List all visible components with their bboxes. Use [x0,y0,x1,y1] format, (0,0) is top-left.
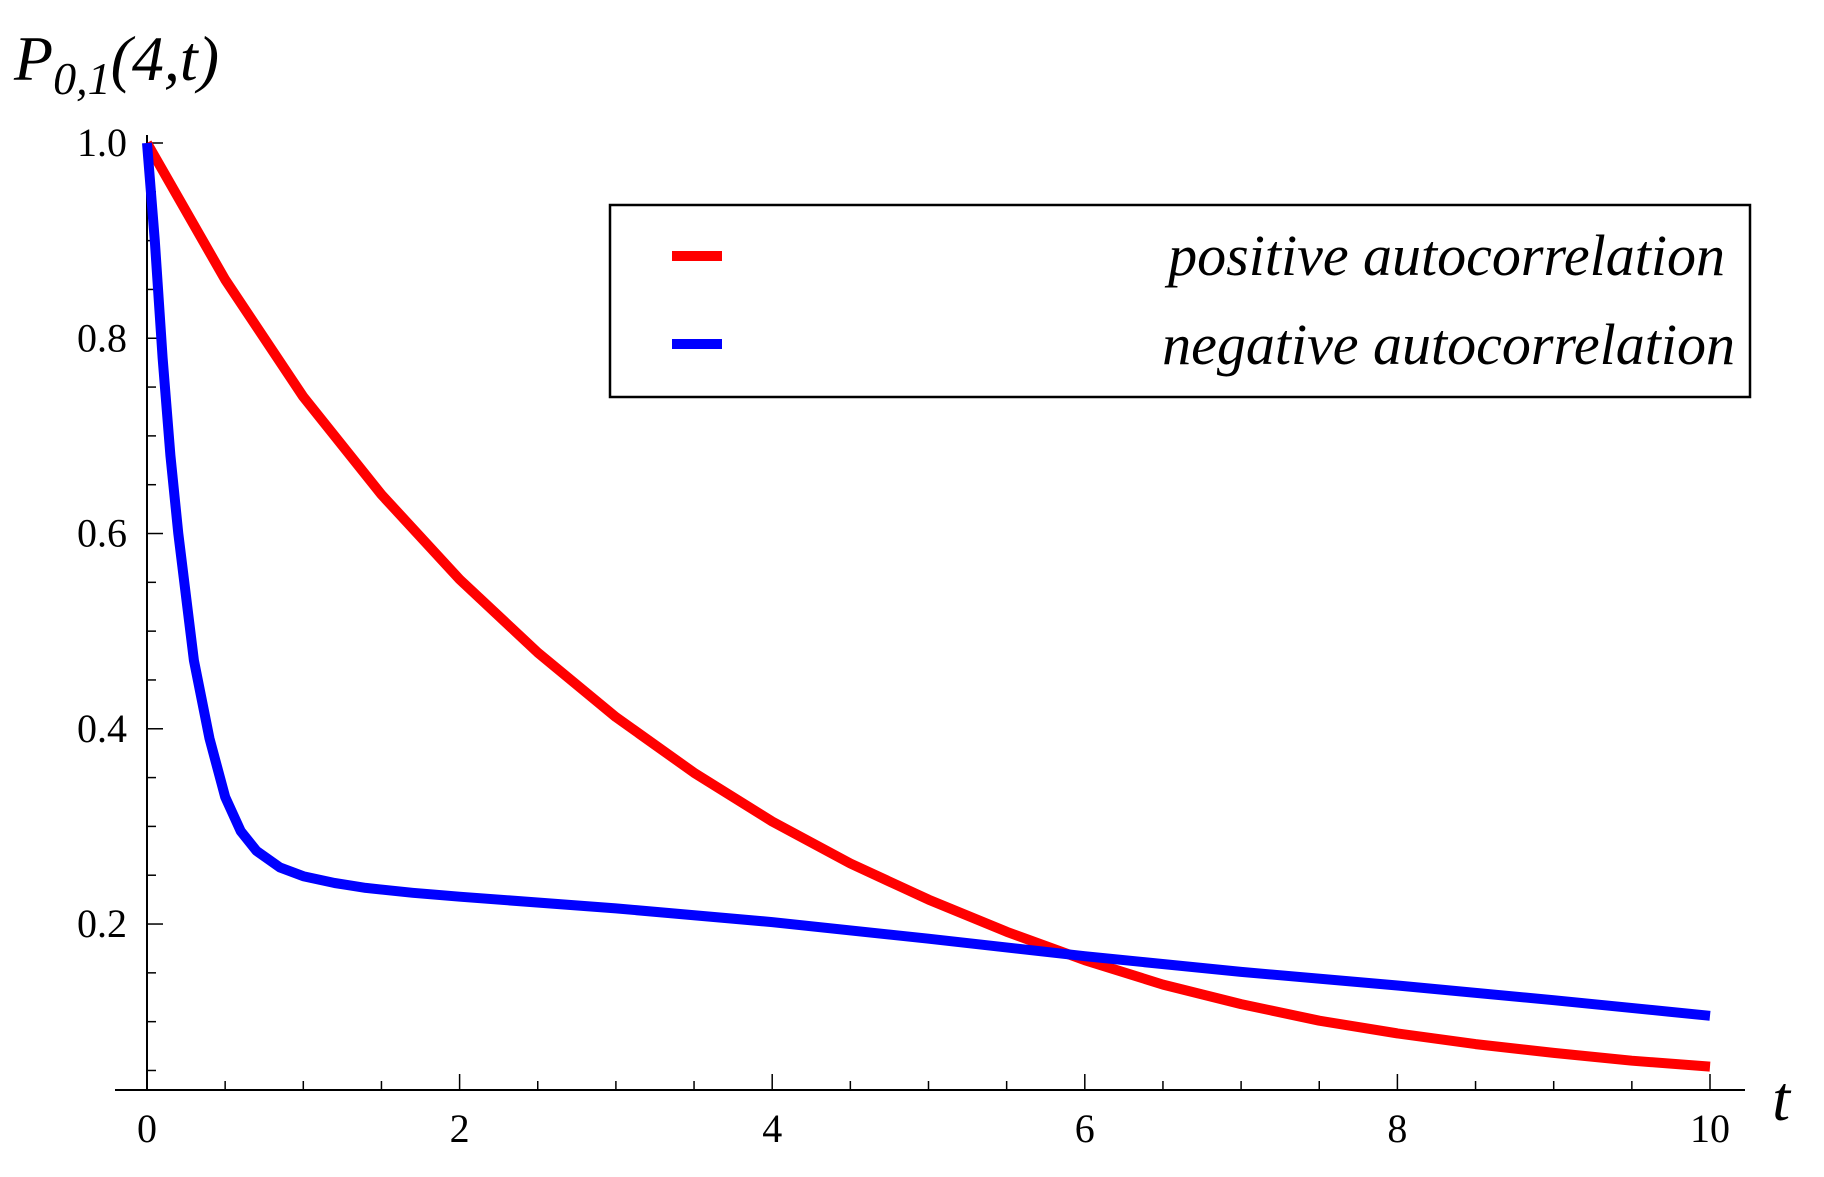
x-tick-label: 0 [137,1106,157,1151]
y-tick-label: 1.0 [77,120,127,165]
legend: positive autocorrelation negative autoco… [608,203,1752,399]
x-tick-label: 4 [762,1106,782,1151]
y-axis-title-args: (4,t) [111,23,219,94]
y-tick-label: 0.8 [77,315,127,360]
y-axis-title-base: P [13,23,53,94]
axes [115,135,1745,1091]
y-tick-label: 0.6 [77,511,127,556]
x-axis-title: t [1772,1063,1792,1134]
legend-label-positive: positive autocorrelation [1164,223,1725,288]
legend-label-negative: negative autocorrelation [1162,312,1735,377]
x-tick-label: 6 [1075,1106,1095,1151]
x-tick-label: 8 [1387,1106,1407,1151]
series-line-positive [142,140,1711,1072]
x-tick-label: 2 [450,1106,470,1151]
y-axis-title: P0,1(4,t) [13,23,219,104]
x-tick-label: 10 [1690,1106,1730,1151]
ticks: 0 2 4 6 8 10 0.2 0.4 0.6 0.8 1.0 [77,120,1730,1151]
series-line-negative [142,142,1711,1021]
y-tick-label: 0.4 [77,706,127,751]
series-lines [142,140,1711,1072]
y-tick-label: 0.2 [77,901,127,946]
legend-box [608,203,1752,399]
y-axis-title-subscript: 0,1 [53,53,111,104]
